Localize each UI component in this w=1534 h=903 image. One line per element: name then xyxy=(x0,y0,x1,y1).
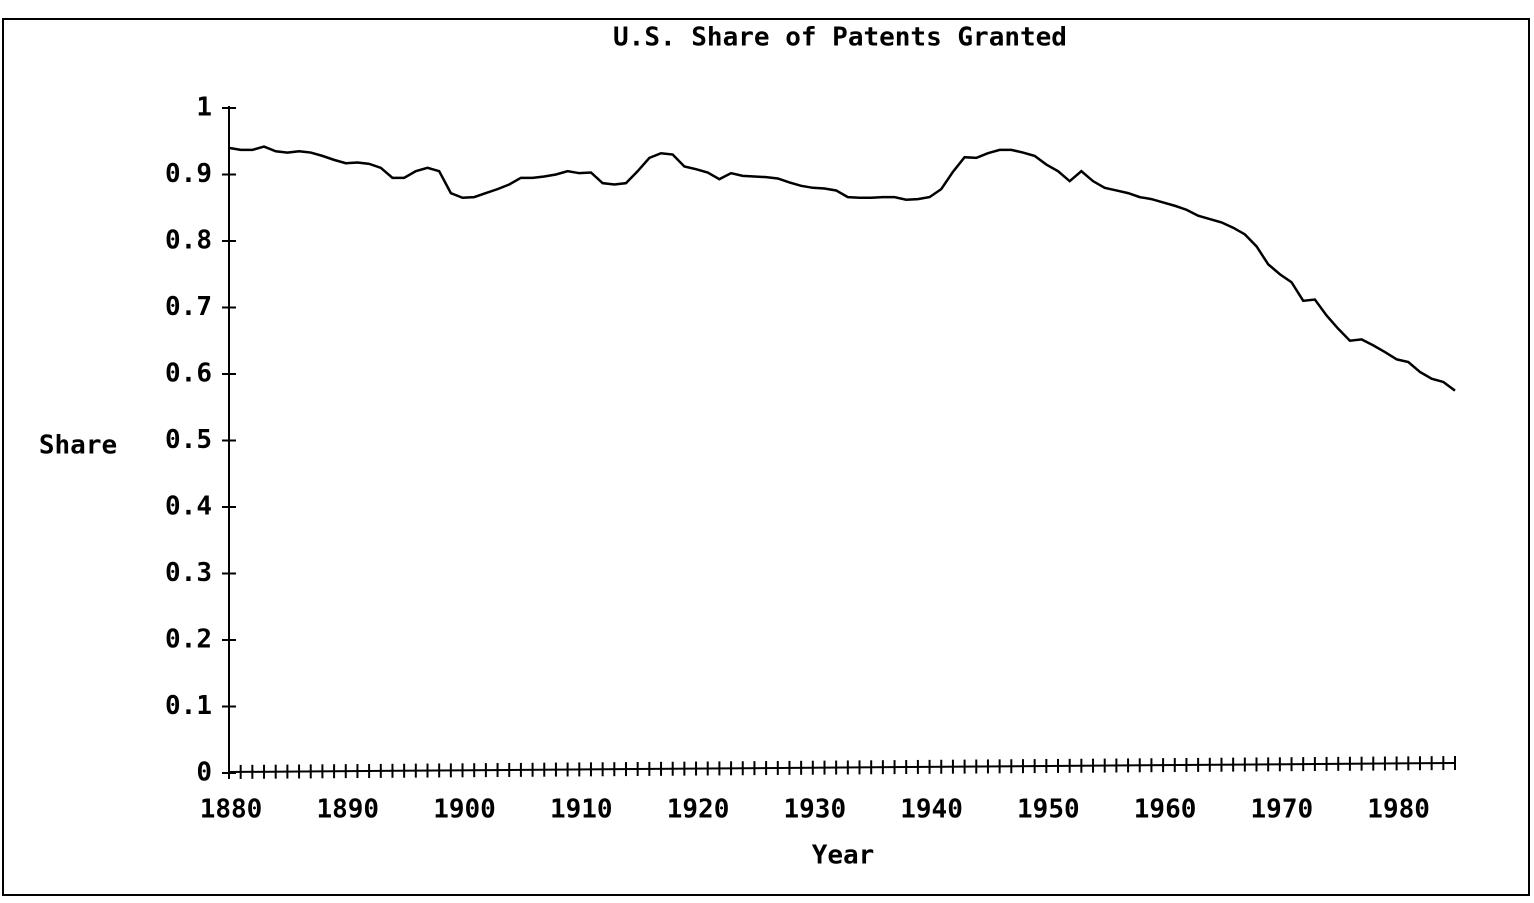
x-axis-label: Year xyxy=(812,841,875,871)
y-tick-label: 0 xyxy=(196,758,212,788)
frame xyxy=(2,18,1530,896)
x-tick-label: 1900 xyxy=(433,795,496,825)
y-tick-label: 0.2 xyxy=(165,625,212,655)
x-tick-label: 1970 xyxy=(1251,795,1314,825)
x-tick-label: 1980 xyxy=(1367,795,1430,825)
x-tick-label: 1930 xyxy=(783,795,846,825)
y-tick-label: 0.1 xyxy=(165,691,212,721)
y-tick-label: 0.4 xyxy=(165,492,212,522)
data-line xyxy=(228,145,1456,392)
x-axis xyxy=(228,762,1456,773)
x-tick-label: 1940 xyxy=(900,795,963,825)
y-tick-label: 0.3 xyxy=(165,558,212,588)
x-tick-label: 1950 xyxy=(1017,795,1080,825)
x-tick-label: 1890 xyxy=(316,795,379,825)
y-tick-label: 0.5 xyxy=(165,425,212,455)
y-tick-label: 0.7 xyxy=(165,292,212,322)
x-tick-label: 1920 xyxy=(667,795,730,825)
x-tick-label: 1910 xyxy=(550,795,613,825)
x-tick-label: 1880 xyxy=(200,795,263,825)
chart-title: U.S. Share of Patents Granted xyxy=(613,23,1067,53)
y-tick-label: 0.9 xyxy=(165,159,212,189)
x-tick-label: 1960 xyxy=(1134,795,1197,825)
y-tick-label: 0.8 xyxy=(165,226,212,256)
y-tick-label: 0.6 xyxy=(165,359,212,389)
y-axis-label: Share xyxy=(39,431,117,461)
y-tick-label: 1 xyxy=(196,93,212,123)
